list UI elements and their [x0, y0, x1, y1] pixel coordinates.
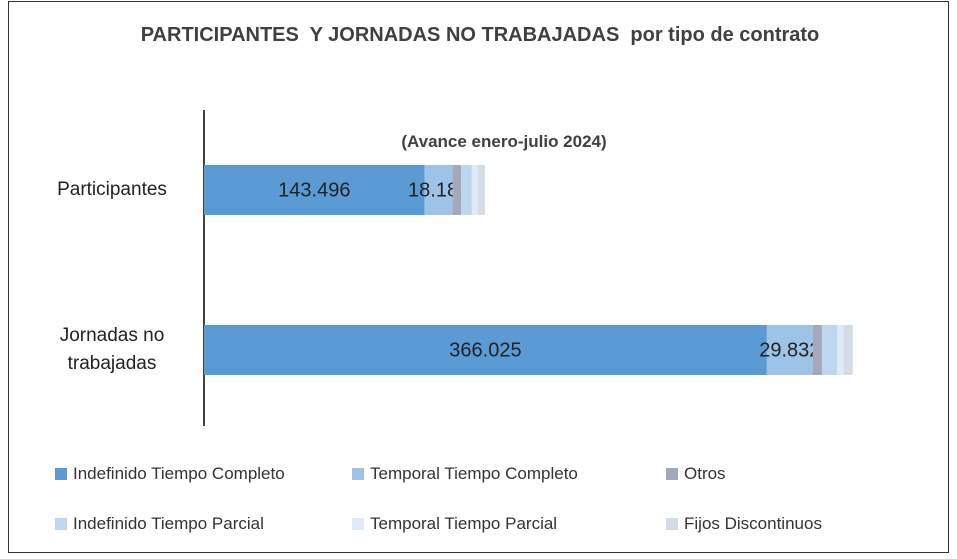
legend-item: Indefinido Tiempo Completo — [55, 464, 285, 484]
data-label: 143.496 — [278, 179, 350, 201]
legend-label: Otros — [684, 464, 726, 483]
bar-segment — [461, 165, 472, 215]
bar-segment — [843, 325, 853, 375]
data-label: 366.025 — [449, 339, 521, 361]
legend-item: Otros — [666, 464, 726, 484]
bar-segment — [424, 165, 453, 215]
legend-item: Fijos Discontinuos — [666, 514, 822, 534]
legend-swatch — [352, 468, 364, 480]
legend-label: Temporal Tiempo Completo — [370, 464, 578, 483]
bar-segment — [204, 165, 425, 215]
legend-swatch — [352, 518, 364, 530]
category-label: Jornadas no trabajadas — [59, 325, 165, 374]
chart-title: PARTICIPANTES Y JORNADAS NO TRABAJADAS p… — [140, 24, 820, 46]
legend-label: Temporal Tiempo Parcial — [370, 514, 558, 533]
legend-item: Temporal Tiempo Parcial — [352, 514, 557, 534]
category-label: Participantes — [57, 179, 167, 200]
chart-subtitle: (Avance enero-julio 2024) — [401, 132, 607, 151]
bar-segment — [812, 325, 822, 375]
legend-label: Fijos Discontinuos — [684, 514, 822, 533]
legend-swatch — [666, 518, 678, 530]
bar-segment — [452, 165, 462, 215]
legend-label: Indefinido Tiempo Completo — [73, 464, 285, 483]
bar-segment — [837, 325, 844, 375]
data-label: 29.832 — [759, 339, 820, 361]
legend-swatch — [55, 468, 67, 480]
bar-segment — [471, 165, 478, 215]
chart-frame — [8, 1, 949, 553]
bar-segment — [204, 325, 767, 375]
bar-segment — [821, 325, 838, 375]
legend-swatch — [666, 468, 678, 480]
legend-item: Indefinido Tiempo Parcial — [55, 514, 264, 534]
legend-swatch — [55, 518, 67, 530]
bar-segment — [766, 325, 813, 375]
bar-segment — [477, 165, 485, 215]
legend-item: Temporal Tiempo Completo — [352, 464, 578, 484]
legend-label: Indefinido Tiempo Parcial — [73, 514, 264, 533]
